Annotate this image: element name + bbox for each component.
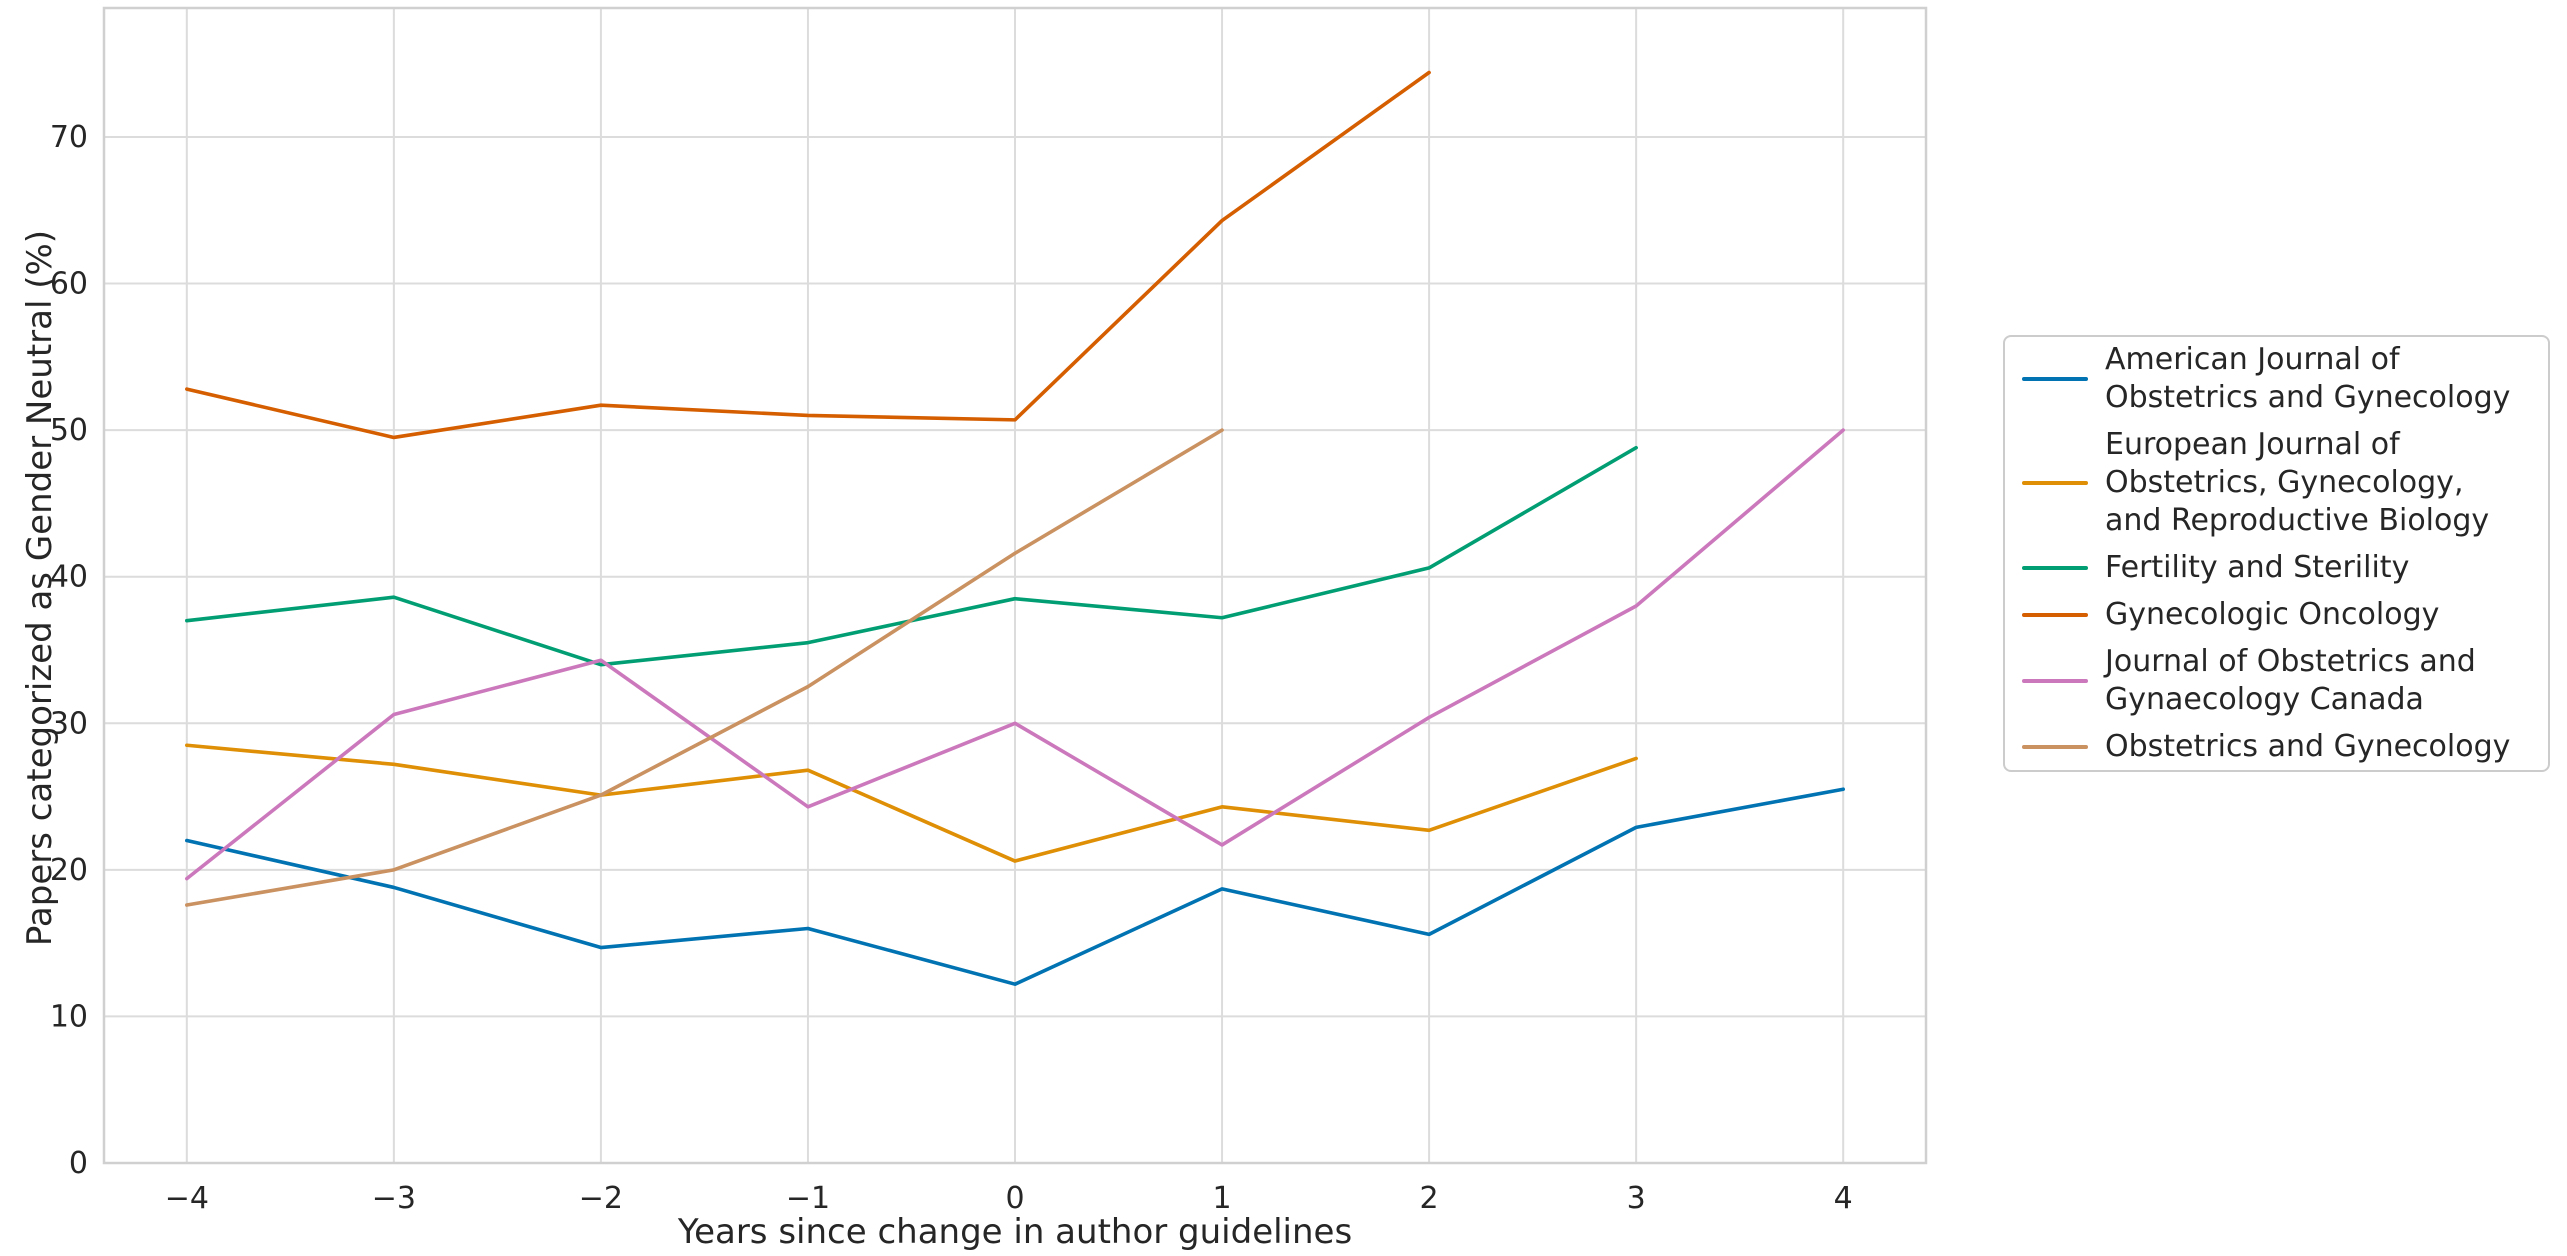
series-line-2 — [185, 445, 1638, 667]
data-lines — [185, 70, 1845, 986]
y-tick-label: 30 — [50, 706, 88, 741]
legend-line-swatch-icon — [2022, 744, 2088, 750]
legend: American Journal of Obstetrics and Gynec… — [2003, 335, 2550, 772]
x-tick-label: 3 — [1627, 1181, 1646, 1216]
y-axis-label: Papers categorized as Gender Neutral (%) — [20, 229, 60, 947]
legend-label: Fertility and Sterility — [2105, 550, 2410, 585]
plot-border — [102, 6, 1928, 1165]
y-tick-label: 40 — [50, 560, 88, 595]
y-tick-label: 20 — [50, 853, 88, 888]
gridlines — [104, 8, 1926, 1164]
legend-line-swatch-icon — [2022, 612, 2088, 618]
x-tick-label: 2 — [1420, 1181, 1439, 1216]
series-line-5 — [185, 428, 1224, 907]
x-tick-label: −1 — [786, 1181, 830, 1216]
y-tick-label: 70 — [50, 120, 88, 155]
series-line-1 — [185, 743, 1638, 863]
legend-label: American Journal of Obstetrics and Gynec… — [2105, 342, 2511, 415]
legend-entry: Obstetrics and Gynecology — [2022, 728, 2538, 766]
x-tick-labels: −4 −3 −2 −1 0 1 2 3 4 — [165, 1181, 1853, 1216]
legend-entry: American Journal of Obstetrics and Gynec… — [2022, 341, 2538, 417]
legend-line-swatch-icon — [2022, 565, 2088, 571]
x-tick-label: 1 — [1212, 1181, 1231, 1216]
y-tick-label: 50 — [50, 413, 88, 448]
y-tick-label: 0 — [69, 1146, 88, 1181]
x-tick-label: 0 — [1005, 1181, 1024, 1216]
y-tick-label: 60 — [50, 267, 88, 302]
legend-label: European Journal of Obstetrics, Gynecolo… — [2105, 427, 2490, 538]
x-tick-label: 4 — [1834, 1181, 1853, 1216]
legend-entry: European Journal of Obstetrics, Gynecolo… — [2022, 426, 2538, 540]
series-line-4 — [185, 428, 1845, 881]
axes-spines — [102, 6, 1928, 1165]
legend-entry: Gynecologic Oncology — [2022, 596, 2538, 634]
x-tick-label: −4 — [165, 1181, 209, 1216]
x-tick-label: −3 — [372, 1181, 416, 1216]
x-axis-label: Years since change in author guidelines — [677, 1212, 1353, 1252]
legend-line-swatch-icon — [2022, 480, 2088, 486]
series-line-3 — [185, 70, 1431, 440]
legend-entry: Fertility and Sterility — [2022, 549, 2538, 587]
legend-line-swatch-icon — [2022, 376, 2088, 382]
legend-line-swatch-icon — [2022, 678, 2088, 684]
series-line-0 — [185, 787, 1845, 986]
y-tick-labels: 0 10 20 30 40 50 60 70 — [50, 120, 88, 1181]
legend-label: Gynecologic Oncology — [2105, 597, 2440, 632]
y-tick-label: 10 — [50, 999, 88, 1034]
x-tick-label: −2 — [579, 1181, 623, 1216]
legend-entry: Journal of Obstetrics and Gynaecology Ca… — [2022, 643, 2538, 719]
legend-label: Journal of Obstetrics and Gynaecology Ca… — [2105, 644, 2476, 717]
legend-label: Obstetrics and Gynecology — [2105, 729, 2511, 764]
